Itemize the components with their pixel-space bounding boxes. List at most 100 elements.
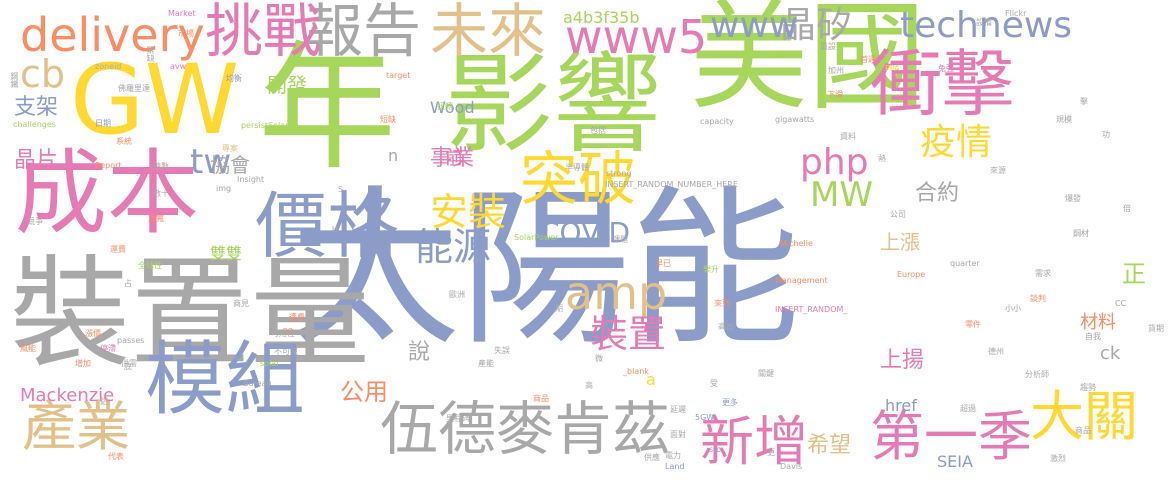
word: 貨期	[1148, 324, 1164, 333]
word: 來源	[990, 166, 1006, 175]
word: 專案	[222, 144, 238, 153]
word: 挑戰	[205, 0, 322, 65]
word: 扭轉	[437, 102, 453, 111]
word: 課題	[612, 235, 628, 244]
word: 超過	[960, 404, 976, 413]
word: 期	[555, 304, 563, 313]
word: 微	[595, 354, 603, 363]
word: 關鍵	[758, 369, 774, 378]
word: 受	[710, 379, 718, 388]
word: 新增	[700, 410, 808, 473]
word: 趨勢	[1080, 383, 1096, 392]
word: Europe	[897, 270, 926, 279]
word: 晶片	[14, 148, 59, 173]
word: 競爭	[27, 217, 43, 226]
word: 資料	[840, 132, 856, 141]
word: 里程碑	[446, 414, 470, 423]
word: SEIA	[937, 452, 973, 471]
word: GW	[70, 44, 240, 156]
word: n	[388, 146, 399, 165]
word: Land	[665, 462, 685, 471]
word: 兔強	[938, 64, 954, 73]
word: 雙雙	[210, 244, 243, 263]
word: Management	[775, 276, 828, 285]
word: 代表	[108, 452, 124, 461]
word: 數十	[153, 189, 169, 198]
word: 鋼材	[1073, 229, 1089, 238]
word: 市場	[178, 29, 194, 38]
word: 面對	[670, 430, 686, 439]
word: 前	[445, 148, 463, 169]
word: href	[885, 396, 917, 415]
word: 上揚	[880, 348, 925, 373]
word: 伍德麥肯茲	[380, 395, 671, 463]
word: 擊	[1080, 97, 1088, 106]
word: Davis	[780, 462, 803, 471]
word: 模組	[145, 333, 305, 426]
word: 電力	[665, 451, 681, 460]
word: 零件	[965, 320, 981, 329]
word: 太陽能	[290, 171, 801, 369]
word: U	[332, 225, 338, 234]
word: 歐洲	[449, 290, 465, 299]
word: 小小	[1005, 304, 1021, 313]
word: 延遲	[670, 405, 686, 414]
word: cb	[20, 52, 66, 96]
word: Insight	[237, 175, 265, 184]
word: 談判	[1030, 294, 1046, 303]
word: delivery	[20, 8, 205, 62]
word: 激烈	[1050, 454, 1066, 463]
word: 遭費	[289, 313, 305, 322]
word: 疫情	[920, 122, 993, 163]
word: Market	[168, 9, 196, 18]
word: INSERT_RANDOM_NUMBER_HERE	[605, 180, 738, 189]
word: 底	[124, 362, 132, 371]
word: 運費	[110, 245, 126, 254]
word: zoneid	[95, 62, 122, 71]
word: 說	[408, 340, 431, 365]
word: 短缺	[380, 115, 396, 124]
word: 第一季	[870, 405, 1032, 468]
word: 占	[124, 279, 132, 288]
word: 總數	[153, 162, 169, 171]
word: 倍	[1123, 204, 1131, 213]
word: 產能	[478, 359, 494, 368]
word: 商品	[1075, 426, 1091, 435]
word: php	[800, 142, 869, 183]
word: 早已	[655, 259, 671, 268]
word: 材料	[1080, 312, 1116, 333]
word: Flickr	[1005, 9, 1027, 18]
word: 首週	[860, 55, 876, 64]
word: 安裝	[430, 190, 507, 234]
word: 供應	[644, 453, 660, 462]
word: avw	[170, 62, 187, 71]
word: 突破	[520, 145, 637, 213]
word: 希望	[807, 433, 852, 458]
word: 5GW	[695, 413, 715, 422]
word: 產業	[22, 395, 130, 458]
word: 大關	[1030, 385, 1138, 448]
word: 年	[258, 28, 397, 189]
word: 商見	[233, 299, 249, 308]
word: 半導體	[565, 163, 589, 172]
word: 事業	[430, 146, 475, 171]
word: 可用性	[271, 329, 295, 338]
word: 包括	[590, 126, 606, 135]
word: 放寬	[148, 214, 164, 223]
word: 衝擊	[870, 42, 1015, 126]
word: 公司	[890, 210, 906, 219]
word: capacity	[700, 117, 734, 126]
word: 全球性	[138, 261, 162, 270]
word: 成本	[15, 140, 200, 247]
word: 重設	[820, 42, 836, 51]
word: Mackenzie	[20, 385, 115, 406]
word: 下滑	[827, 90, 843, 99]
word: 高	[585, 381, 593, 390]
word: tw	[190, 142, 232, 182]
word: img	[216, 184, 232, 193]
word: 商品	[533, 394, 549, 403]
word: 自我	[1085, 332, 1101, 341]
word: 日期	[95, 119, 111, 128]
word: 支架	[14, 95, 59, 120]
